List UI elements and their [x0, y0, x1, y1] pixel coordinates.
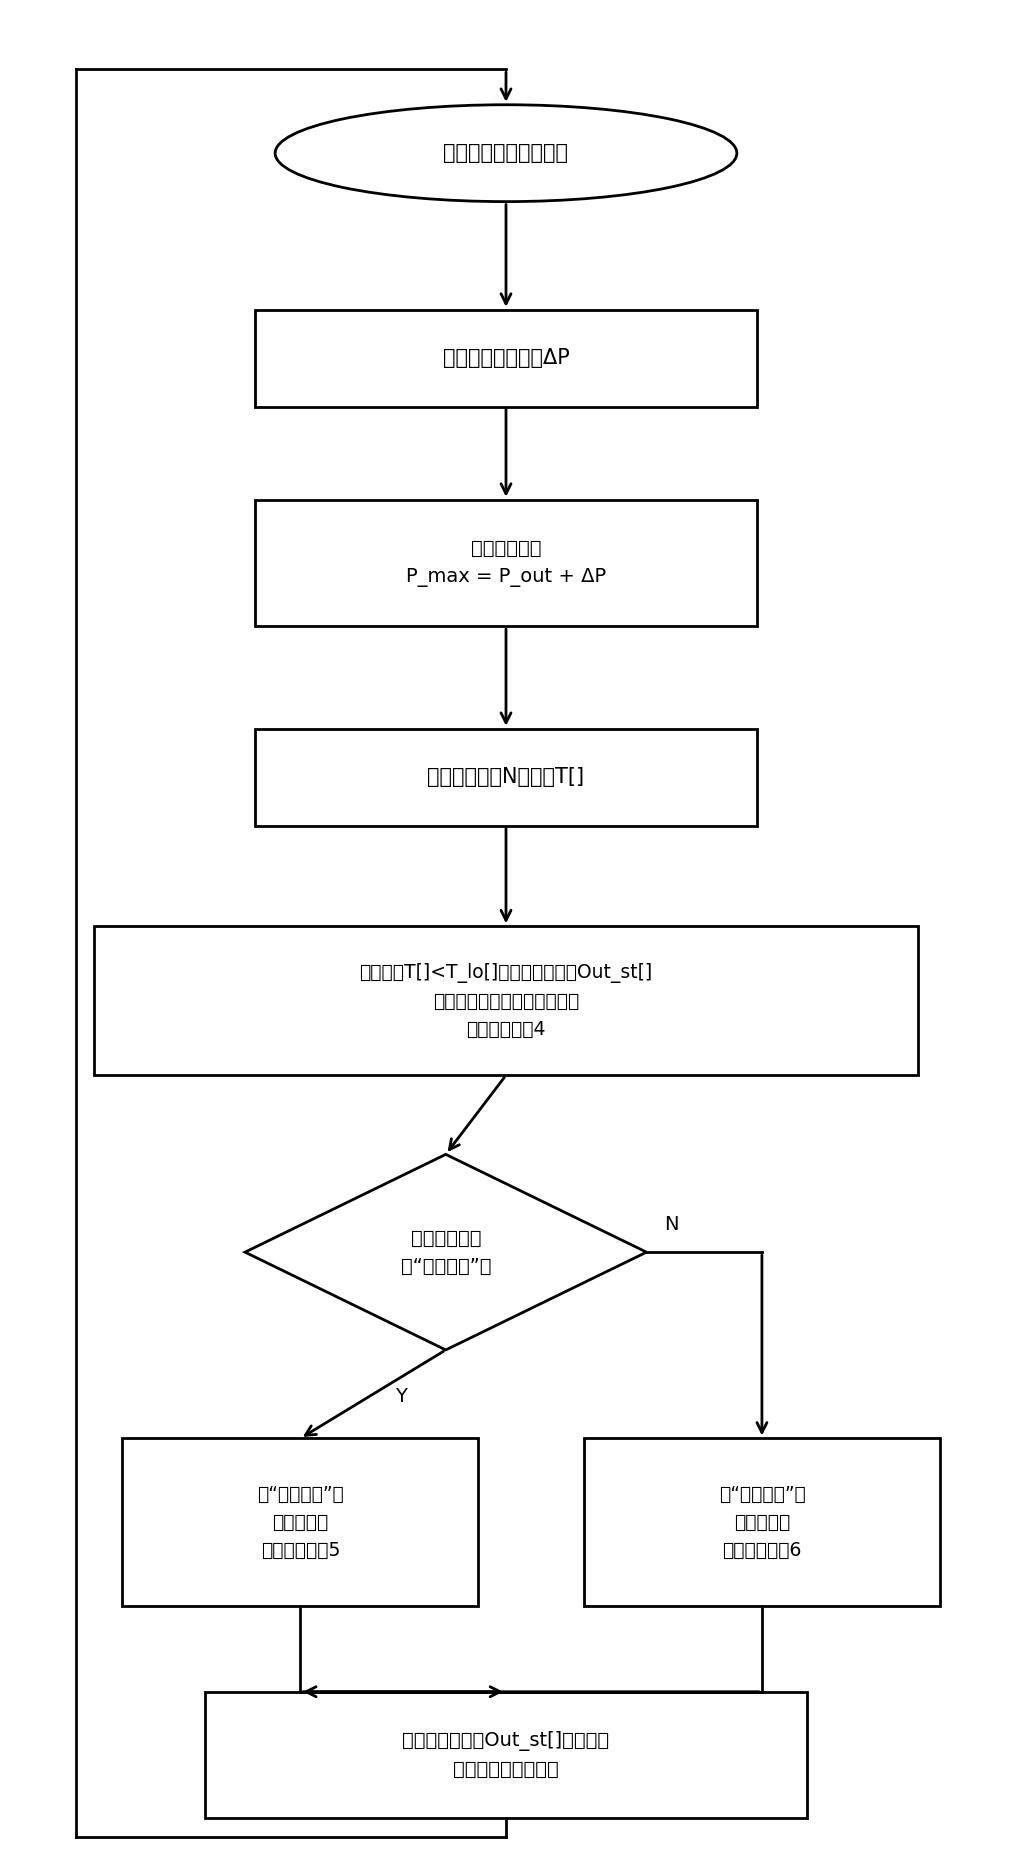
Bar	[255, 728, 756, 825]
Text: 最大加热功率
P_max = P_out + ΔP: 最大加热功率 P_max = P_out + ΔP	[405, 539, 606, 587]
Text: 按加热回路状态Out_st[]设置加热
回路的控制电路状态: 按加热回路状态Out_st[]设置加热 回路的控制电路状态	[402, 1731, 609, 1779]
Text: Y: Y	[394, 1386, 406, 1405]
Bar	[255, 309, 756, 406]
Text: 开始一个温度控制周期: 开始一个温度控制周期	[443, 144, 568, 163]
Text: 接收整星能源余量ΔP: 接收整星能源余量ΔP	[442, 348, 569, 369]
Text: 设置温度T[]<T_lo[]的加热回路状态Out_st[]
查找并记录中间温度区的路序
具体流程见图4: 设置温度T[]<T_lo[]的加热回路状态Out_st[] 查找并记录中间温度区…	[359, 964, 652, 1038]
Bar	[94, 926, 917, 1076]
Bar	[122, 1439, 478, 1605]
Bar	[583, 1439, 939, 1605]
Bar	[255, 500, 756, 627]
Text: 温度控制策略
为“温差优先”？: 温度控制策略 为“温差优先”？	[400, 1229, 490, 1276]
Text: 采集控温用的N个温度T[]: 采集控温用的N个温度T[]	[427, 767, 584, 788]
Bar	[204, 1691, 807, 1819]
Text: N: N	[663, 1214, 678, 1233]
Text: 按“顺序轮转”控
温状态设置
具体流程见图6: 按“顺序轮转”控 温状态设置 具体流程见图6	[718, 1486, 805, 1560]
Text: 按“温差优先”控
温状态设置
具体流程见图5: 按“温差优先”控 温状态设置 具体流程见图5	[257, 1486, 344, 1560]
